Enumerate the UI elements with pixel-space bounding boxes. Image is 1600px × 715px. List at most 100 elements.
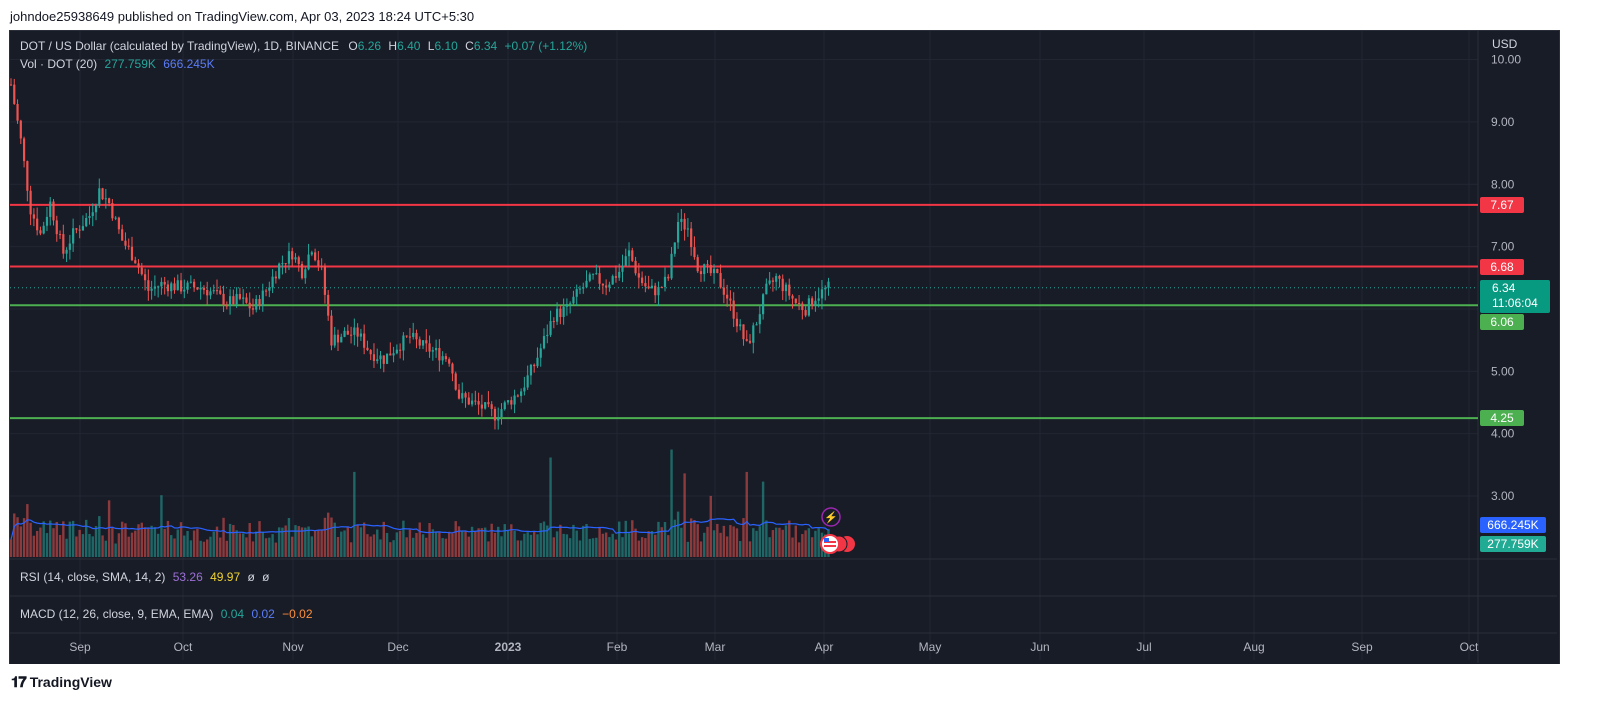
candle-body	[605, 285, 608, 288]
publisher-bar: johndoe25938649 published on TradingView…	[0, 0, 1600, 30]
volume-bar	[215, 526, 219, 557]
candle-body	[108, 198, 111, 204]
candle-body	[683, 218, 686, 230]
candle-body	[225, 305, 228, 307]
candle-body	[65, 249, 68, 254]
candle-body	[9, 84, 13, 86]
volume-bar	[461, 530, 464, 557]
candle-body	[117, 217, 121, 230]
candle-body	[631, 250, 634, 261]
volume-bar	[369, 536, 372, 557]
candle-body	[78, 229, 81, 231]
volume-bar	[588, 538, 591, 557]
candle-body	[91, 212, 94, 217]
time-axis-label: Sep	[1351, 640, 1373, 654]
candle-body	[529, 364, 533, 376]
candle-body	[712, 268, 716, 274]
candle-body	[199, 287, 202, 290]
volume-bar	[241, 533, 245, 557]
candle-body	[320, 265, 323, 267]
volume-bar	[565, 534, 569, 557]
candle-body	[716, 268, 719, 273]
tradingview-logo[interactable]: 𝟏𝟕 TradingView	[11, 674, 112, 691]
candle-body	[461, 393, 464, 399]
candle-body	[42, 225, 45, 234]
volume-bar	[546, 525, 549, 557]
candle-body	[94, 205, 98, 213]
volume-bar	[752, 528, 755, 557]
volume-ma-tag: 666.245K	[1480, 517, 1546, 533]
candle-body	[382, 355, 385, 364]
candle-body	[500, 409, 503, 418]
candle-body	[392, 353, 395, 356]
candle-body	[742, 324, 745, 340]
candle-body	[268, 287, 271, 291]
candle-body	[304, 269, 307, 279]
volume-bar	[503, 524, 506, 557]
candle-body	[680, 218, 683, 222]
volume-bar	[467, 536, 470, 557]
candle-body	[762, 294, 765, 315]
volume-bar	[441, 538, 444, 557]
flag-canton	[824, 538, 829, 542]
volume-bar	[562, 533, 565, 557]
candle-body	[202, 287, 206, 290]
candle-body	[555, 308, 559, 322]
volume-bar	[640, 537, 644, 557]
macd-line-value: 0.02	[251, 607, 275, 621]
rsi-label: RSI (14, close, SMA, 14, 2)	[20, 570, 166, 584]
volume-bar	[143, 527, 147, 557]
candle-body	[307, 254, 310, 270]
volume-bar	[608, 537, 611, 557]
volume-bar	[340, 531, 343, 557]
candle-body	[137, 263, 140, 268]
volume-bar	[529, 534, 533, 557]
volume-bar	[493, 532, 497, 557]
volume-bar	[810, 537, 814, 557]
volume-bar	[536, 534, 539, 557]
candle-body	[395, 349, 398, 354]
candle-body	[179, 280, 183, 292]
candle-body	[75, 228, 78, 230]
volume-bar	[196, 528, 199, 557]
candle-body	[824, 287, 827, 290]
candle-body	[490, 404, 493, 409]
candle-body	[480, 404, 483, 409]
candle-body	[729, 298, 732, 301]
candle-body	[464, 393, 467, 398]
candle-body	[242, 297, 245, 299]
volume-bar	[379, 539, 382, 557]
volume-bar	[405, 537, 408, 557]
time-axis-label: Jul	[1136, 640, 1151, 654]
candle-body	[654, 285, 657, 296]
volume-bar	[533, 531, 536, 557]
candle-body	[287, 251, 291, 264]
volume-bar	[526, 532, 529, 557]
candle-body	[297, 257, 300, 264]
volume-bar	[487, 541, 490, 557]
candle-body	[209, 291, 212, 296]
last-price: 6.34	[1492, 281, 1516, 295]
volume-bar	[127, 536, 130, 557]
volume-bar	[274, 542, 278, 557]
volume-bar	[758, 526, 762, 557]
candle-body	[186, 282, 189, 290]
volume-bar	[35, 530, 39, 557]
volume-bar	[474, 531, 477, 557]
volume-bar	[359, 527, 363, 557]
candle-body	[52, 201, 55, 221]
candle-body	[660, 287, 663, 289]
candle-body	[719, 272, 722, 288]
volume-bar	[604, 532, 608, 557]
candle-body	[415, 332, 418, 340]
candle-body	[101, 188, 104, 200]
volume-bar	[431, 529, 435, 557]
candle-body	[88, 216, 91, 218]
volume-bar	[186, 531, 189, 557]
volume-bar	[778, 527, 781, 557]
volume-bar	[653, 534, 657, 557]
symbol-legend: DOT / US Dollar (calculated by TradingVi…	[20, 39, 588, 53]
resistance-tag-2: 6.68	[1480, 259, 1524, 275]
volume-bar	[179, 522, 183, 557]
